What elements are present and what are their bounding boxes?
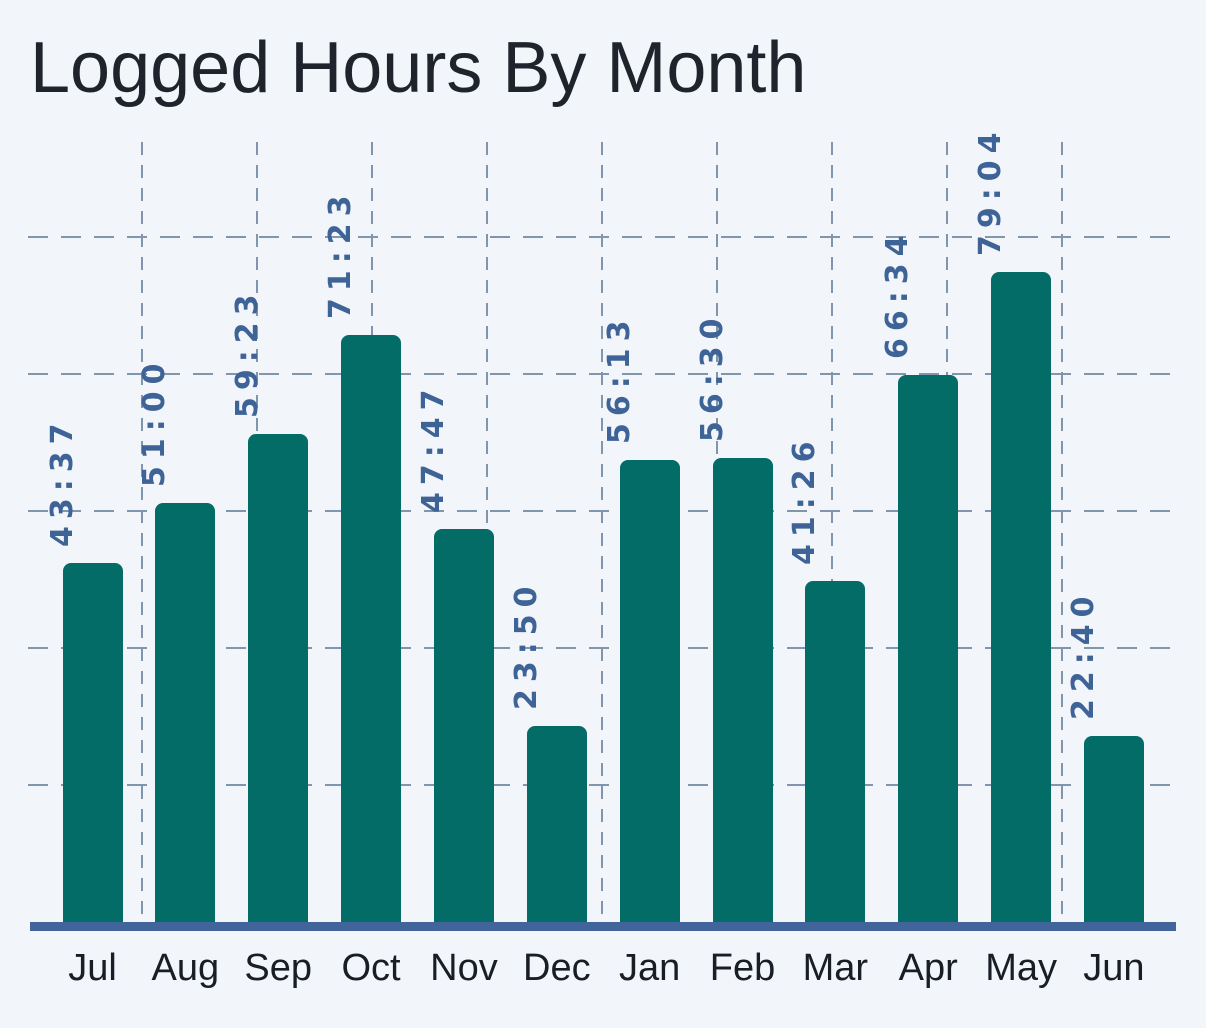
bar-value-label: 59:23 bbox=[230, 287, 266, 418]
bar-value-label: 51:00 bbox=[137, 356, 173, 487]
bar-dec[interactable] bbox=[526, 726, 587, 926]
chart-title: Logged Hours By Month bbox=[30, 28, 807, 108]
bar-value-label: 66:34 bbox=[880, 228, 916, 359]
bar-value-label: 47:47 bbox=[415, 382, 451, 514]
x-axis-label: Apr bbox=[898, 947, 958, 989]
x-axis-label: Nov bbox=[430, 947, 498, 989]
x-axis-label: May bbox=[985, 947, 1057, 989]
x-axis-label: Jan bbox=[619, 947, 681, 989]
bar-value-label: 56:13 bbox=[601, 313, 637, 444]
bar-jul[interactable] bbox=[62, 563, 123, 926]
bar-sep[interactable] bbox=[248, 433, 309, 926]
bar-value-label: 41:26 bbox=[787, 434, 823, 566]
bar-nov[interactable] bbox=[433, 529, 494, 926]
x-axis-label: Aug bbox=[151, 947, 220, 989]
bar-oct[interactable] bbox=[341, 335, 402, 926]
bar-may[interactable] bbox=[991, 272, 1052, 926]
x-axis-label: Jul bbox=[68, 947, 117, 989]
bar-jan[interactable] bbox=[619, 459, 680, 926]
bar-aug[interactable] bbox=[155, 502, 216, 926]
bar-value-label: 79:04 bbox=[973, 125, 1009, 257]
x-axis-label: Feb bbox=[709, 947, 776, 989]
bar-value-label: 23:50 bbox=[508, 579, 544, 711]
x-axis-label: Sep bbox=[244, 947, 313, 989]
x-axis-label: Dec bbox=[523, 947, 591, 989]
bar-value-label: 43:37 bbox=[44, 416, 80, 548]
bar-mar[interactable] bbox=[805, 581, 866, 926]
bar-jun[interactable] bbox=[1083, 735, 1144, 926]
bar-feb[interactable] bbox=[712, 457, 773, 926]
x-axis-label: Jun bbox=[1083, 947, 1145, 989]
bar-value-label: 22:40 bbox=[1065, 589, 1101, 720]
bar-apr[interactable] bbox=[898, 374, 959, 926]
x-axis-label: Oct bbox=[341, 947, 401, 989]
x-axis-line bbox=[30, 922, 1176, 931]
x-axis-label: Mar bbox=[802, 947, 869, 989]
bar-value-label: 71:23 bbox=[323, 188, 359, 320]
bar-value-label: 56:30 bbox=[694, 311, 730, 442]
